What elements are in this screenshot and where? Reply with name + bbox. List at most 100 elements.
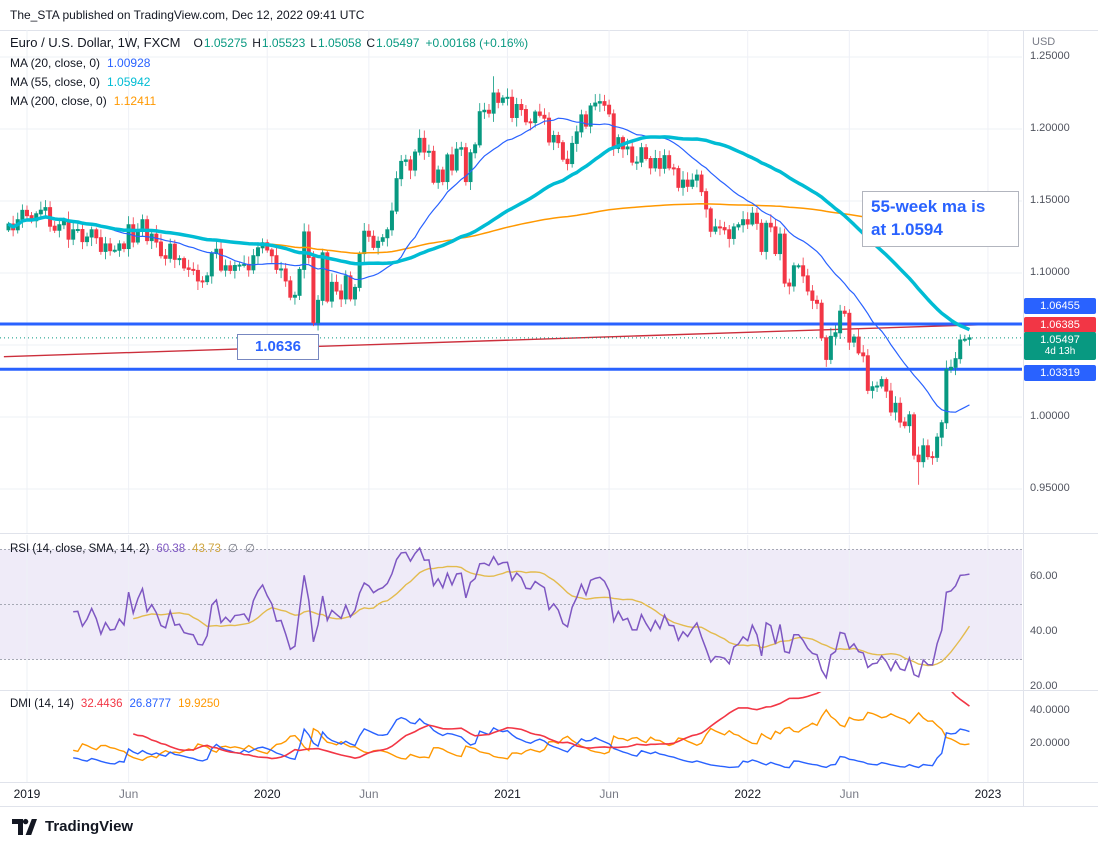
candle-body bbox=[325, 252, 330, 302]
ma-note-annotation[interactable]: 55-week ma is at 1.0594 bbox=[862, 191, 1019, 247]
candle-body bbox=[251, 255, 256, 271]
candle-body bbox=[158, 241, 163, 257]
candle-body bbox=[297, 268, 302, 296]
rsi-scale-tick: 60.00 bbox=[1030, 570, 1058, 582]
symbol-legend-row[interactable]: Euro / U.S. Dollar, 1W, FXCM O1.05275 H1.0… bbox=[10, 35, 528, 50]
candle-body bbox=[856, 336, 861, 354]
candle-body bbox=[283, 268, 288, 282]
candle-body bbox=[320, 252, 325, 301]
candle-body bbox=[533, 111, 538, 124]
candle-body bbox=[805, 275, 810, 292]
ma-note-line2: at 1.0594 bbox=[871, 220, 943, 239]
high-label: H bbox=[252, 36, 261, 50]
candle-body bbox=[616, 137, 621, 149]
price-scale-tick: 0.95000 bbox=[1030, 482, 1070, 494]
price-level-annotation[interactable]: 1.0636 bbox=[237, 334, 319, 360]
rsi-hidden-plot-2: ∅ bbox=[244, 543, 255, 555]
time-axis-label: Jun bbox=[599, 787, 619, 801]
candle-body bbox=[704, 191, 709, 210]
ma200-legend-row[interactable]: MA (200, close, 0) 1.12411 bbox=[10, 94, 156, 108]
candle-body bbox=[223, 265, 228, 271]
symbol-title[interactable]: Euro / U.S. Dollar, 1W, FXCM bbox=[10, 35, 181, 50]
candle-body bbox=[584, 114, 588, 127]
high-value: 1.05523 bbox=[261, 36, 306, 50]
dmi-scale-tick: 40.0000 bbox=[1030, 704, 1070, 716]
candle-body bbox=[828, 335, 833, 360]
candle-body bbox=[172, 243, 177, 260]
candle-body bbox=[417, 137, 422, 153]
rsi-line bbox=[73, 546, 970, 680]
price-chart-pane[interactable] bbox=[0, 30, 1022, 533]
candle-body bbox=[648, 158, 653, 169]
candle-body bbox=[191, 268, 196, 271]
candle-body bbox=[967, 337, 972, 340]
ma200-value: 1.12411 bbox=[113, 94, 157, 108]
candle-body bbox=[343, 275, 348, 300]
candle-body bbox=[898, 402, 903, 423]
candle-body bbox=[690, 179, 695, 187]
candle-body bbox=[306, 231, 311, 258]
candle-body bbox=[103, 243, 108, 252]
close-value: 1.05497 bbox=[376, 36, 420, 50]
candle-body bbox=[602, 101, 607, 106]
candle-body bbox=[565, 158, 570, 165]
candle-body bbox=[482, 109, 487, 113]
candle-body bbox=[962, 338, 967, 341]
ma20-value: 1.00928 bbox=[107, 56, 151, 70]
candle-body bbox=[870, 386, 875, 391]
tradingview-logo-link[interactable]: TradingView bbox=[12, 817, 133, 836]
candle-body bbox=[431, 150, 436, 183]
candle-body bbox=[131, 224, 136, 243]
candle-body bbox=[694, 174, 699, 181]
candle-body bbox=[551, 134, 556, 143]
candle-body bbox=[879, 379, 884, 387]
candle-body bbox=[177, 258, 182, 261]
candle-body bbox=[122, 243, 126, 250]
candle-body bbox=[108, 243, 113, 252]
candle-body bbox=[242, 263, 247, 266]
low-label: L bbox=[310, 36, 317, 50]
candle-body bbox=[759, 222, 764, 252]
candle-body bbox=[219, 248, 224, 271]
candle-body bbox=[168, 243, 173, 259]
pane-separator-dmi[interactable] bbox=[0, 690, 1098, 691]
candle-body bbox=[630, 146, 635, 163]
candle-body bbox=[422, 137, 427, 153]
price-scale-separator bbox=[1023, 30, 1024, 806]
time-axis-label: 2022 bbox=[734, 787, 762, 801]
candle-body bbox=[510, 96, 515, 118]
candle-body bbox=[685, 179, 690, 187]
time-axis-separator bbox=[0, 782, 1098, 783]
ma55-legend-row[interactable]: MA (55, close, 0) 1.05942 bbox=[10, 75, 150, 89]
candle-body bbox=[399, 160, 404, 180]
ma20-legend-row[interactable]: MA (20, close, 0) 1.00928 bbox=[10, 56, 150, 70]
open-value: 1.05275 bbox=[203, 36, 248, 50]
candle-body bbox=[98, 237, 103, 252]
price-scale-tick: 1.10000 bbox=[1030, 266, 1070, 278]
candle-body bbox=[366, 230, 371, 237]
candle-body bbox=[884, 379, 889, 392]
candle-body bbox=[353, 286, 357, 300]
candle-body bbox=[768, 222, 773, 228]
candle-body bbox=[339, 290, 344, 300]
time-axis-label: 2021 bbox=[494, 787, 521, 801]
candle-body bbox=[722, 227, 727, 231]
candle-body bbox=[445, 154, 450, 183]
pane-separator-rsi[interactable] bbox=[0, 533, 1098, 534]
dmi-indicator-pane[interactable] bbox=[0, 692, 1022, 782]
candle-body bbox=[736, 224, 741, 228]
rsi-label: RSI (14, close, SMA, 14, 2) bbox=[10, 543, 150, 555]
candle-body bbox=[255, 247, 260, 257]
open-label: O bbox=[193, 36, 203, 50]
candle-body bbox=[24, 209, 29, 217]
candle-body bbox=[634, 161, 639, 164]
price-scale-tick: 1.15000 bbox=[1030, 194, 1070, 206]
candle-body bbox=[66, 219, 71, 240]
candle-body bbox=[182, 258, 187, 269]
rsi-indicator-pane[interactable] bbox=[0, 535, 1022, 690]
rsi-legend-row[interactable]: RSI (14, close, SMA, 14, 2) 60.38 43.73 ∅ ∅ bbox=[10, 541, 255, 555]
bottom-separator bbox=[0, 806, 1098, 807]
candle-body bbox=[463, 147, 468, 183]
dmi-legend-row[interactable]: DMI (14, 14) 32.4436 26.8777 19.9250 bbox=[10, 698, 220, 710]
dmi-adx-value: 32.4436 bbox=[80, 698, 123, 710]
